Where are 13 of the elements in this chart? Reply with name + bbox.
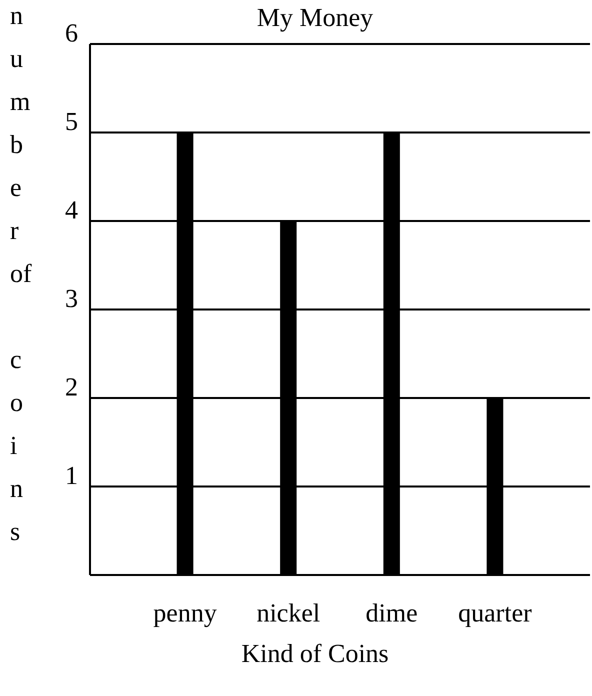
y-tick-label: 2 [65,372,78,402]
y-tick-label: 5 [65,106,78,136]
x-tick-label: penny [153,598,217,628]
x-axis-title: Kind of Coins [241,639,389,668]
text: number of coins [10,1,32,546]
y-tick-label: 4 [65,195,78,224]
x-tick-label: quarter [458,598,532,628]
chart-title: My Money [256,3,374,32]
x-tick-label: dime [366,598,418,628]
y-tick-label: 1 [65,460,78,490]
y-tick-label: 3 [65,284,78,313]
x-tick-label: nickel [256,598,320,628]
y-tick-label: 6 [65,18,78,48]
